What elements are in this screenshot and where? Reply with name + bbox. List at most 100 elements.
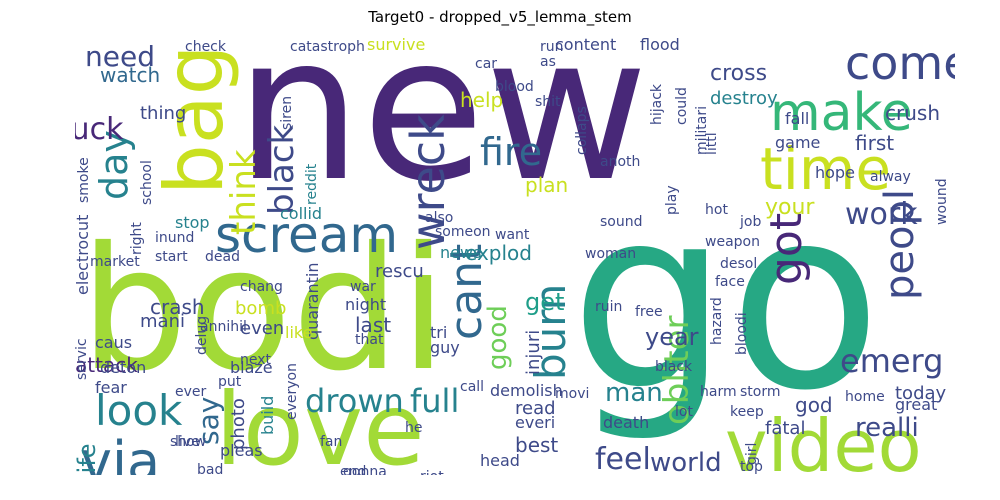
cloud-word: fan [320, 434, 343, 450]
cloud-word: build [258, 395, 277, 435]
cloud-word: thing [140, 103, 187, 124]
cloud-word: time [760, 135, 892, 203]
cloud-word: content [555, 35, 617, 54]
cloud-word: militari [694, 105, 710, 155]
cloud-word: crash [150, 295, 205, 319]
cloud-word: ruin [595, 299, 623, 315]
cloud-word: first [855, 131, 895, 155]
cloud-word: cross [710, 61, 768, 86]
cloud-word: night [345, 295, 387, 314]
cloud-word: keep [730, 404, 764, 420]
cloud-word: best [515, 433, 559, 457]
cloud-word: run [540, 39, 564, 55]
cloud-word: reddit [304, 163, 320, 205]
cloud-word: he [405, 420, 423, 436]
cloud-word: shit [535, 94, 561, 110]
cloud-word: fear [95, 378, 127, 397]
cloud-word: video [725, 404, 922, 475]
cloud-word: call [460, 379, 485, 395]
cloud-word: demolish [490, 381, 563, 400]
cloud-word: job [740, 214, 762, 230]
cloud-word: woman [585, 246, 637, 262]
cloud-word: wound [934, 178, 950, 225]
cloud-word: love [215, 371, 425, 476]
cloud-word: bad [197, 462, 224, 475]
cloud-word: anoth [600, 154, 641, 170]
cloud-word: great [895, 395, 938, 414]
cloud-word: survive [367, 35, 426, 54]
cloud-word: man [605, 378, 663, 408]
cloud-word: top [740, 459, 763, 475]
cloud-word: scream [215, 206, 399, 264]
cloud-word: black [262, 124, 302, 215]
cloud-word: free [635, 304, 663, 320]
cloud-word: fire [480, 130, 543, 174]
word-cloud: new go bodi love bag video time make com… [75, 35, 955, 475]
cloud-word: someon [435, 224, 491, 240]
cloud-word: collaps [574, 106, 590, 155]
cloud-word: home [845, 389, 885, 405]
cloud-word: storm [740, 384, 781, 400]
cloud-word: pleas [220, 441, 263, 460]
cloud-word: rescu [375, 261, 424, 282]
cloud-word: car [475, 56, 498, 72]
cloud-word: riot [420, 470, 444, 475]
cloud-word: chang [240, 279, 283, 295]
cloud-word: new [235, 35, 649, 226]
cloud-word: next [240, 352, 272, 368]
cloud-word: good [483, 305, 513, 370]
cloud-word: market [90, 254, 140, 270]
cloud-word: play [664, 185, 680, 215]
cloud-word: news [440, 243, 482, 262]
cloud-word: lot [675, 404, 693, 420]
cloud-word: as [540, 54, 556, 70]
cloud-word: want [495, 227, 530, 243]
cloud-word: end [340, 464, 367, 475]
cloud-word: put [218, 374, 242, 390]
cloud-word: bloodi [734, 312, 750, 355]
cloud-word: death [603, 413, 650, 432]
cloud-word: electrocut [75, 214, 92, 295]
cloud-word: crush [885, 101, 940, 125]
cloud-word: weapon [705, 234, 760, 250]
cloud-word: injuri [523, 329, 544, 375]
cloud-word: fall [785, 109, 810, 128]
cloud-word: game [775, 133, 821, 152]
cloud-word: caus [95, 333, 133, 352]
cloud-word: check [185, 39, 226, 55]
cloud-word: flood [640, 35, 680, 54]
cloud-word: hazard [709, 297, 725, 345]
cloud-word: get [525, 288, 565, 316]
cloud-word: deton [100, 358, 147, 377]
cloud-word: last [355, 313, 392, 337]
cloud-word: explod [465, 241, 532, 265]
cloud-word: ever [175, 384, 207, 400]
cloud-word: harm [700, 384, 737, 400]
cloud-word: full [410, 382, 460, 420]
cloud-word: also [425, 210, 454, 226]
cloud-word: got [761, 212, 812, 285]
cloud-word: right [129, 222, 145, 255]
cloud-word: catastroph [290, 39, 365, 55]
cloud-word: need [85, 40, 155, 73]
cloud-word: show [170, 434, 207, 450]
cloud-word: blood [495, 79, 534, 95]
cloud-word: destroy [710, 88, 778, 109]
cloud-word: come [845, 36, 955, 90]
cloud-word: god [795, 393, 833, 417]
cloud-word: plan [525, 173, 569, 197]
cloud-word: everyon [284, 363, 300, 420]
cloud-word: work [845, 197, 918, 232]
cloud-word: alway [870, 169, 911, 185]
cloud-word: even [240, 318, 285, 339]
cloud-word: everi [515, 413, 556, 432]
cloud-word: hot [705, 202, 728, 218]
cloud-word: start [155, 249, 188, 265]
cloud-word: go [570, 154, 882, 445]
cloud-word: realli [855, 413, 919, 443]
cloud-word: mani [140, 311, 185, 332]
cloud-word: watch [100, 63, 161, 87]
cloud-word: black [655, 359, 693, 375]
cloud-word: look [95, 386, 183, 435]
cloud-word: collid [280, 204, 323, 223]
